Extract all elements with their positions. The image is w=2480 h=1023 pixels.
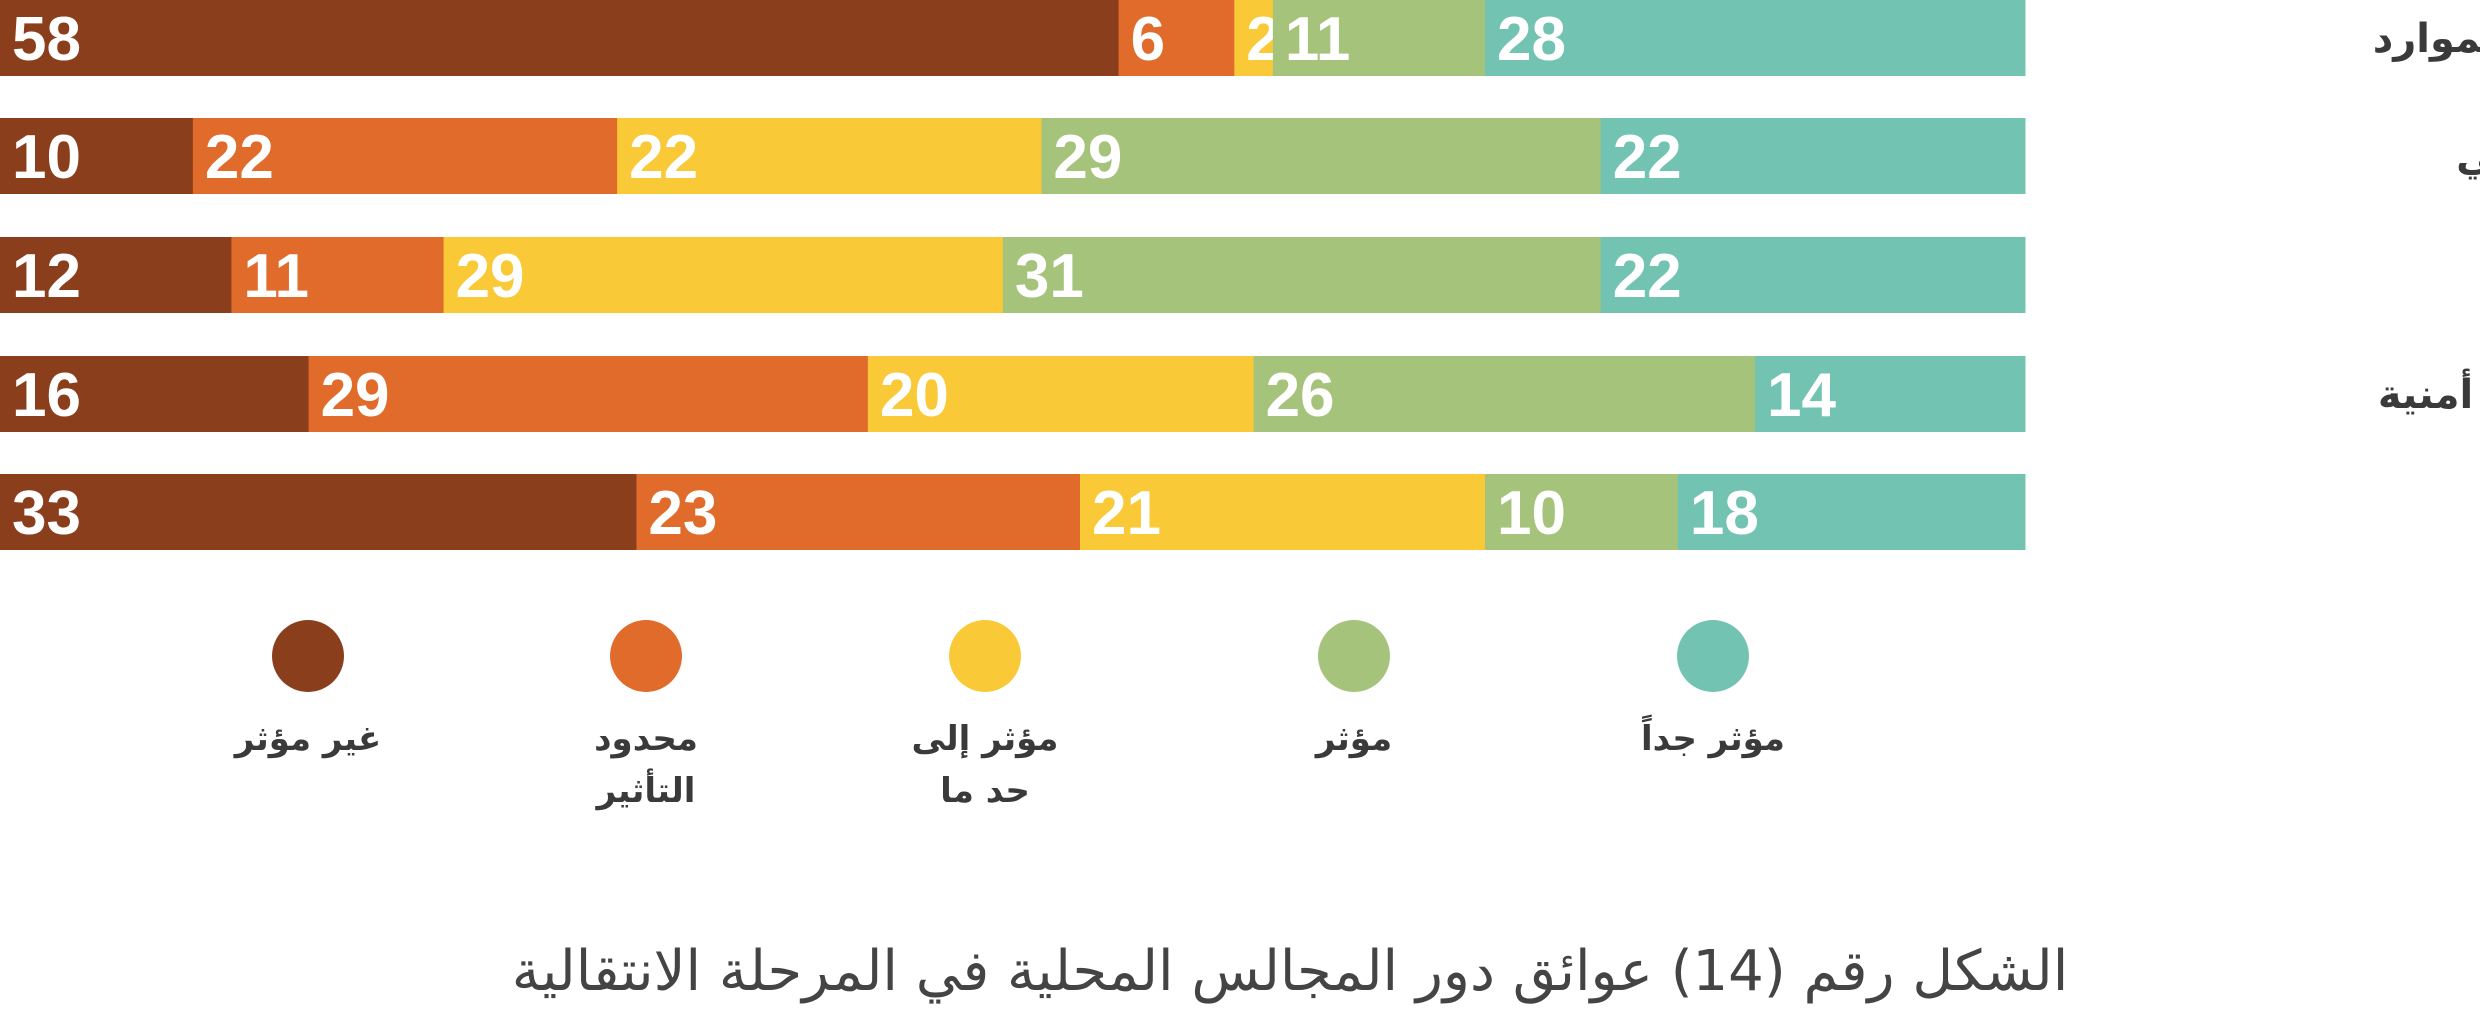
legend-label: محدود	[594, 719, 698, 759]
legend-label: مؤثر جداً	[1641, 714, 1785, 759]
data-label: 28	[1497, 5, 1566, 74]
bar-segment	[308, 356, 869, 432]
data-label: 16	[12, 361, 81, 430]
bar-segment	[192, 118, 618, 194]
data-label: 26	[1266, 361, 1335, 430]
bar-segment	[636, 474, 1081, 550]
data-label: 58	[12, 5, 81, 74]
data-label: 29	[321, 361, 390, 430]
data-label: 22	[1613, 123, 1682, 192]
bar-segment	[443, 237, 1004, 313]
data-label: 6	[1131, 5, 1165, 74]
bar-segment	[1485, 0, 2026, 76]
bar-segment	[1600, 118, 2026, 194]
data-label: 10	[12, 123, 81, 192]
legend-label: مؤثر إلى	[912, 719, 1059, 759]
bar-segment	[1272, 0, 1486, 76]
data-label: 29	[456, 242, 525, 311]
bar-segment	[1755, 356, 2026, 432]
legend-swatch	[272, 620, 344, 692]
bar-segment	[617, 118, 1042, 194]
bar-segment	[1041, 118, 1602, 194]
data-label: 31	[1015, 242, 1084, 311]
data-label: 21	[1092, 479, 1161, 548]
bar-segment	[0, 0, 1120, 76]
data-label: 22	[205, 123, 274, 192]
chart-title: الشكل رقم (14) عوائق دور المجالس المحلية…	[512, 939, 2069, 1004]
category-label: صعوبات أمنية	[2378, 368, 2480, 418]
bar-segment	[1253, 356, 1756, 432]
bar-segment	[1234, 0, 1274, 76]
legend-swatch	[1677, 620, 1749, 692]
bar-segment	[0, 237, 232, 313]
legend-swatch	[610, 620, 682, 692]
data-label: 18	[1690, 479, 1759, 548]
category-label: التجاذب السياسي	[2456, 134, 2480, 180]
bar-segment	[1600, 237, 2026, 313]
legend: غير مؤثر محدود التأثير مؤثر إلى حد ما مؤثر مؤث…	[233, 620, 1785, 811]
data-label: 22	[1613, 242, 1682, 311]
data-label: 33	[12, 479, 81, 548]
bar-segment	[1118, 0, 1235, 76]
legend-label: مؤثر	[1314, 719, 1392, 759]
data-label: 20	[880, 361, 949, 430]
bar-segment	[0, 356, 310, 432]
data-label: 14	[1767, 361, 1836, 430]
legend-label: غير مؤثر	[233, 719, 381, 759]
data-label: 22	[629, 123, 698, 192]
data-label: 12	[12, 242, 81, 311]
bar-segment	[0, 118, 194, 194]
category-labels: ضعف المواردالتجاذب السياسيالانقسام المجت…	[2373, 16, 2480, 418]
data-label: 23	[648, 479, 717, 548]
data-label: 10	[1497, 479, 1566, 548]
legend-swatch	[1318, 620, 1390, 692]
legend-swatch	[949, 620, 1021, 692]
data-label: 11	[243, 242, 309, 311]
bar-segment	[1002, 237, 1602, 313]
bar-segment	[1677, 474, 2026, 550]
bar-segment	[1485, 474, 1679, 550]
bar-segment	[231, 237, 445, 313]
legend-label: التأثير	[595, 768, 696, 811]
data-label: 11	[1285, 5, 1351, 74]
bar-segment	[867, 356, 1255, 432]
legend-label: حد ما	[940, 771, 1030, 811]
data-label: 29	[1053, 123, 1122, 192]
bar-segment	[1080, 474, 1486, 550]
bar-segment	[0, 474, 637, 550]
category-label: ضعف الموارد	[2373, 16, 2480, 62]
